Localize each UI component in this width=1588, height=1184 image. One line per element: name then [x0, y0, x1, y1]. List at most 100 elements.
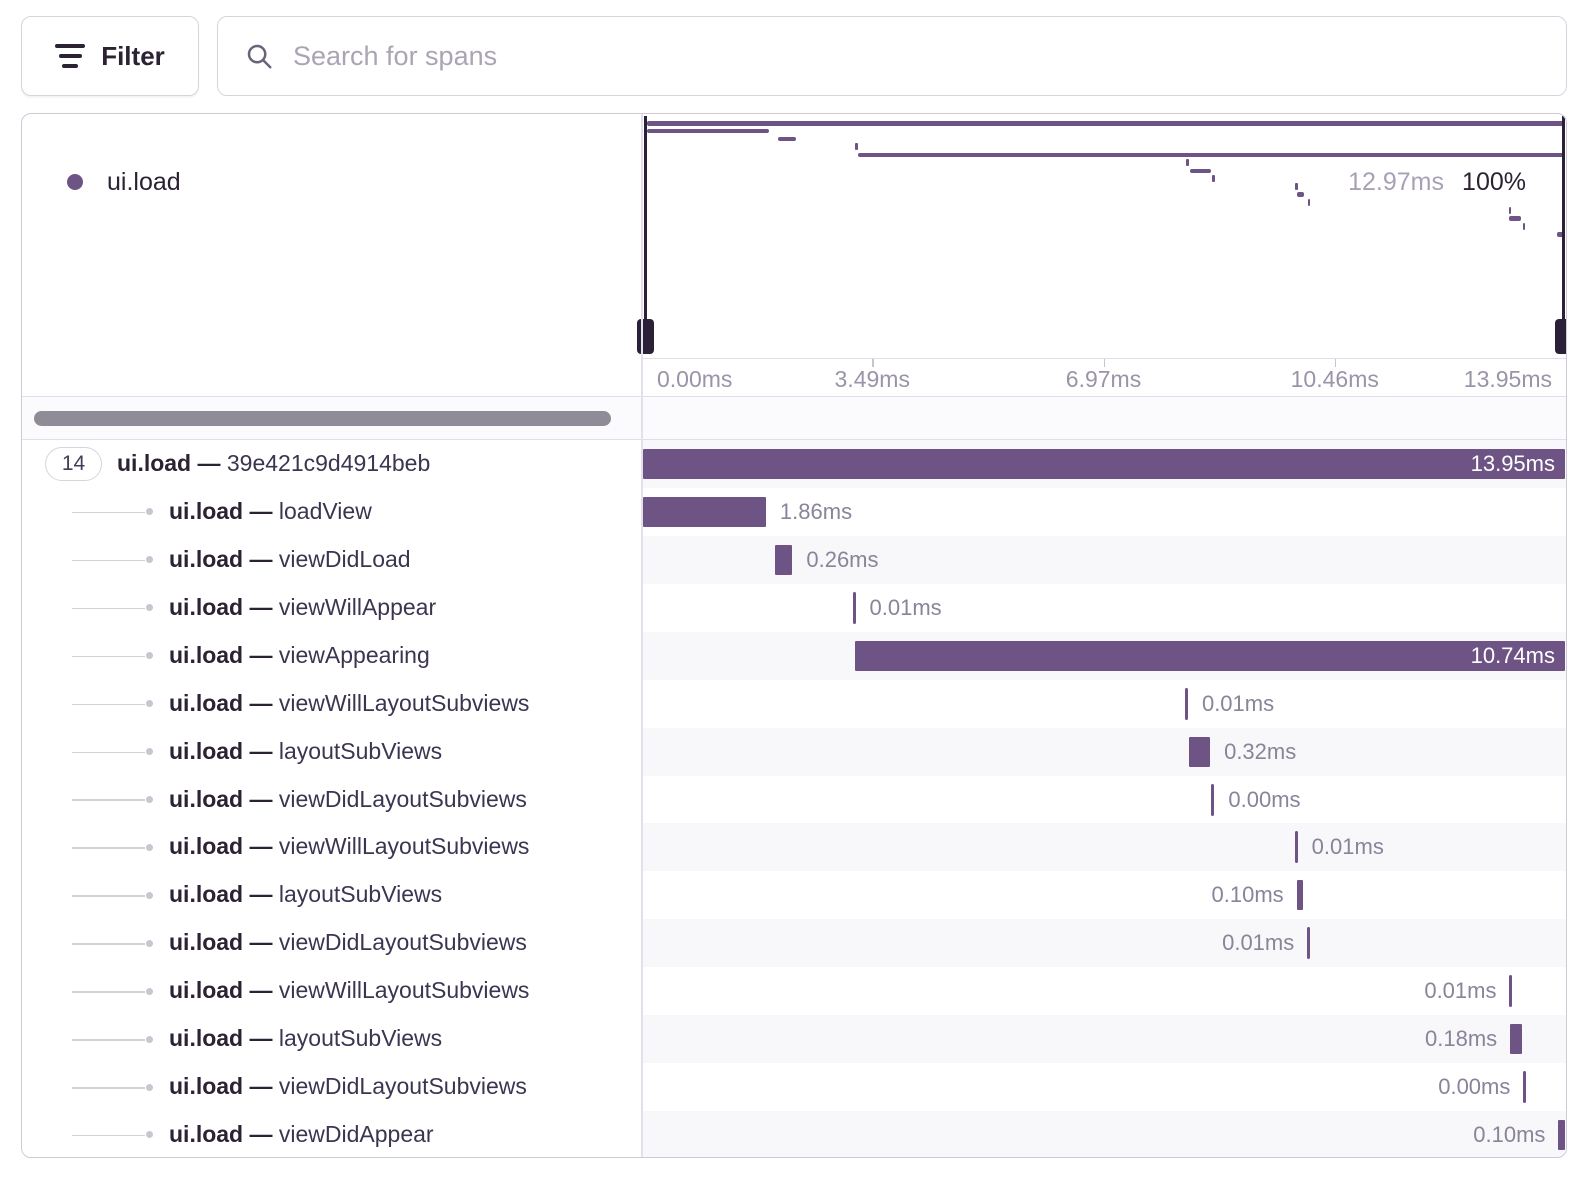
span-tree-row[interactable]: ui.load — viewWillLayoutSubviews	[22, 679, 641, 728]
waterfall-row[interactable]: 0.26ms	[641, 535, 1566, 584]
span-description: layoutSubViews	[272, 1025, 443, 1052]
span-tree-row[interactable]: ui.load — viewDidLayoutSubviews	[22, 775, 641, 824]
tree-connector-dot	[146, 1083, 153, 1091]
minimap-span	[1295, 182, 1298, 190]
span-tree-row[interactable]: ui.load — layoutSubViews	[22, 727, 641, 776]
span-duration-bar[interactable]: 13.95ms	[643, 449, 1565, 479]
span-duration-bar[interactable]	[1509, 975, 1513, 1008]
span-label: ui.load — layoutSubViews	[169, 871, 442, 919]
minimap-span	[1557, 232, 1564, 237]
span-rows: ui.load — 39e421c9d4914beb 14 13.95ms ui.lo…	[22, 440, 1566, 1157]
column-divider[interactable]	[641, 114, 643, 1157]
search-icon	[247, 44, 272, 69]
span-tree-row[interactable]: ui.load — viewWillLayoutSubviews	[22, 967, 641, 1016]
child-count-badge[interactable]: 14	[45, 447, 102, 481]
span-label: ui.load — 39e421c9d4914beb	[117, 440, 430, 488]
span-duration-bar[interactable]	[1294, 831, 1298, 864]
axis-tick	[1334, 359, 1337, 367]
span-tree-row[interactable]: ui.load — viewDidLayoutSubviews	[22, 919, 641, 968]
minimap-span	[778, 136, 796, 142]
span-description: 39e421c9d4914beb	[220, 450, 431, 476]
waterfall-row[interactable]: 0.10ms	[641, 871, 1566, 919]
waterfall-row[interactable]: 1.86ms	[641, 488, 1566, 536]
horizontal-scrollbar[interactable]	[34, 411, 611, 426]
span-duration-label: 13.95ms	[1470, 451, 1555, 476]
span-duration-label: 0.01ms	[1201, 690, 1275, 716]
span-tree-row[interactable]: ui.load — viewAppearing	[22, 631, 641, 680]
span-tree-row[interactable]: ui.load — 39e421c9d4914beb 14	[22, 440, 641, 488]
tree-connector-branch	[71, 655, 145, 658]
minimap-span	[647, 128, 770, 134]
tree-connector-dot	[146, 843, 153, 851]
minimap-left-handle-line	[644, 116, 647, 319]
waterfall-row[interactable]: 0.18ms	[641, 1015, 1566, 1064]
span-duration-bar[interactable]	[1211, 783, 1215, 816]
search-input[interactable]	[291, 39, 1540, 73]
span-description: viewAppearing	[272, 641, 430, 668]
span-tree-row[interactable]: ui.load — viewDidLoad	[22, 535, 641, 584]
minimap-span	[1508, 206, 1512, 214]
span-description: viewWillLayoutSubviews	[272, 689, 530, 716]
minimap-left-handle[interactable]	[637, 319, 654, 354]
waterfall-row[interactable]: 0.32ms	[641, 727, 1566, 776]
span-duration-bar[interactable]	[775, 544, 793, 575]
span-tree-row[interactable]: ui.load — viewWillLayoutSubviews	[22, 823, 641, 872]
span-duration-label: 1.86ms	[779, 498, 853, 524]
span-description: viewDidLayoutSubviews	[272, 1073, 527, 1100]
trace-view: ui.load 12.97ms 100% 0.00ms 3.49ms 6.97m…	[21, 113, 1567, 1158]
span-label: ui.load — viewAppearing	[169, 632, 430, 680]
span-tree-row[interactable]: ui.load — loadView	[22, 487, 641, 536]
tree-connector-branch	[71, 511, 145, 514]
span-duration-bar[interactable]	[1307, 927, 1311, 960]
span-op: ui.load —	[169, 737, 273, 764]
span-duration-bar[interactable]	[1188, 736, 1211, 767]
span-tree-row[interactable]: ui.load — layoutSubViews	[22, 871, 641, 920]
waterfall-row[interactable]: 13.95ms	[641, 440, 1566, 488]
minimap-right-handle[interactable]	[1555, 319, 1566, 354]
waterfall-row[interactable]: 0.01ms	[641, 919, 1566, 968]
span-op: ui.load —	[169, 1025, 273, 1052]
tree-connector-dot	[146, 795, 153, 803]
span-label: ui.load — layoutSubViews	[169, 1015, 442, 1063]
span-duration-bar[interactable]: 10.74ms	[855, 640, 1565, 671]
span-label: ui.load — layoutSubViews	[169, 728, 442, 776]
filter-button[interactable]: Filter	[21, 16, 199, 96]
span-description: layoutSubViews	[272, 881, 443, 908]
span-duration-bar[interactable]	[1510, 1024, 1523, 1055]
span-duration-bar[interactable]	[852, 591, 856, 624]
minimap-span	[858, 152, 1564, 158]
span-description: viewDidLoad	[272, 545, 411, 572]
waterfall-row[interactable]: 0.10ms	[641, 1111, 1566, 1157]
filter-button-label: Filter	[101, 40, 165, 71]
tree-connector-branch	[71, 799, 145, 801]
span-duration-label: 0.01ms	[1222, 930, 1295, 956]
waterfall-row[interactable]: 0.00ms	[641, 776, 1566, 824]
span-duration-bar[interactable]	[1523, 1071, 1527, 1104]
span-tree-row[interactable]: ui.load — layoutSubViews	[22, 1015, 641, 1064]
span-op: ui.load —	[169, 785, 273, 812]
waterfall-row[interactable]: 10.74ms	[641, 631, 1566, 680]
waterfall-row[interactable]: 0.01ms	[641, 967, 1566, 1015]
waterfall-row[interactable]: 0.01ms	[641, 584, 1566, 632]
span-duration-bar[interactable]	[1558, 1120, 1565, 1151]
tree-connector-dot	[146, 508, 153, 516]
span-tree-row[interactable]: ui.load — viewDidAppear	[22, 1111, 641, 1157]
span-search-box[interactable]	[217, 16, 1567, 96]
span-op: ui.load —	[169, 689, 273, 716]
span-description: layoutSubViews	[272, 737, 443, 764]
span-label: ui.load — viewDidLayoutSubviews	[169, 1063, 527, 1111]
waterfall-row[interactable]: 0.01ms	[641, 680, 1566, 728]
span-tree-row[interactable]: ui.load — viewDidLayoutSubviews	[22, 1063, 641, 1111]
minimap[interactable]	[637, 114, 1566, 358]
span-duration-bar[interactable]	[1184, 687, 1188, 720]
span-tree-row[interactable]: ui.load — viewWillAppear	[22, 583, 641, 632]
tree-connector-branch	[71, 895, 145, 897]
waterfall-row[interactable]: 0.01ms	[641, 823, 1566, 872]
span-duration-bar[interactable]	[643, 496, 766, 527]
span-duration-label: 0.00ms	[1228, 786, 1301, 812]
tree-connector-branch	[71, 559, 145, 562]
minimap-span	[1509, 216, 1522, 221]
scrollbar-track[interactable]	[22, 396, 1566, 440]
waterfall-row[interactable]: 0.00ms	[641, 1063, 1566, 1111]
span-duration-bar[interactable]	[1296, 880, 1304, 911]
